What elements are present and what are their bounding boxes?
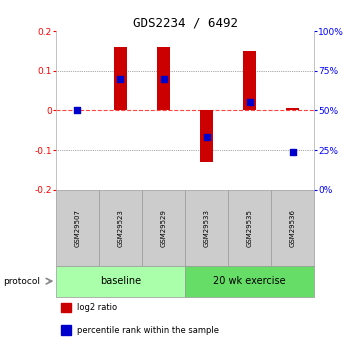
Text: protocol: protocol: [4, 277, 40, 286]
Point: [247, 100, 252, 105]
Point: [204, 135, 209, 140]
Bar: [286, 108, 299, 110]
Point: [290, 149, 295, 155]
Bar: [200, 110, 213, 162]
Text: GSM29536: GSM29536: [290, 209, 296, 247]
Bar: [61, 325, 71, 335]
Bar: [271, 190, 314, 266]
Bar: [185, 190, 228, 266]
Point: [118, 76, 123, 81]
Bar: [56, 266, 185, 297]
Text: GSM29535: GSM29535: [247, 209, 253, 247]
Point: [161, 76, 166, 81]
Text: percentile rank within the sample: percentile rank within the sample: [77, 326, 219, 335]
Text: GSM29529: GSM29529: [161, 209, 166, 247]
Bar: [142, 190, 185, 266]
Text: 20 wk exercise: 20 wk exercise: [213, 276, 286, 286]
Text: GSM29507: GSM29507: [74, 209, 81, 247]
Title: GDS2234 / 6492: GDS2234 / 6492: [132, 17, 238, 30]
Bar: [185, 266, 314, 297]
Bar: [114, 47, 127, 110]
Bar: [157, 47, 170, 110]
Bar: [56, 190, 99, 266]
Text: log2 ratio: log2 ratio: [77, 303, 117, 313]
Bar: [228, 190, 271, 266]
Bar: [99, 190, 142, 266]
Bar: [61, 303, 71, 313]
Point: [75, 108, 81, 113]
Text: baseline: baseline: [100, 276, 141, 286]
Text: GSM29533: GSM29533: [204, 209, 209, 247]
Bar: [243, 51, 256, 110]
Text: GSM29523: GSM29523: [117, 209, 123, 247]
